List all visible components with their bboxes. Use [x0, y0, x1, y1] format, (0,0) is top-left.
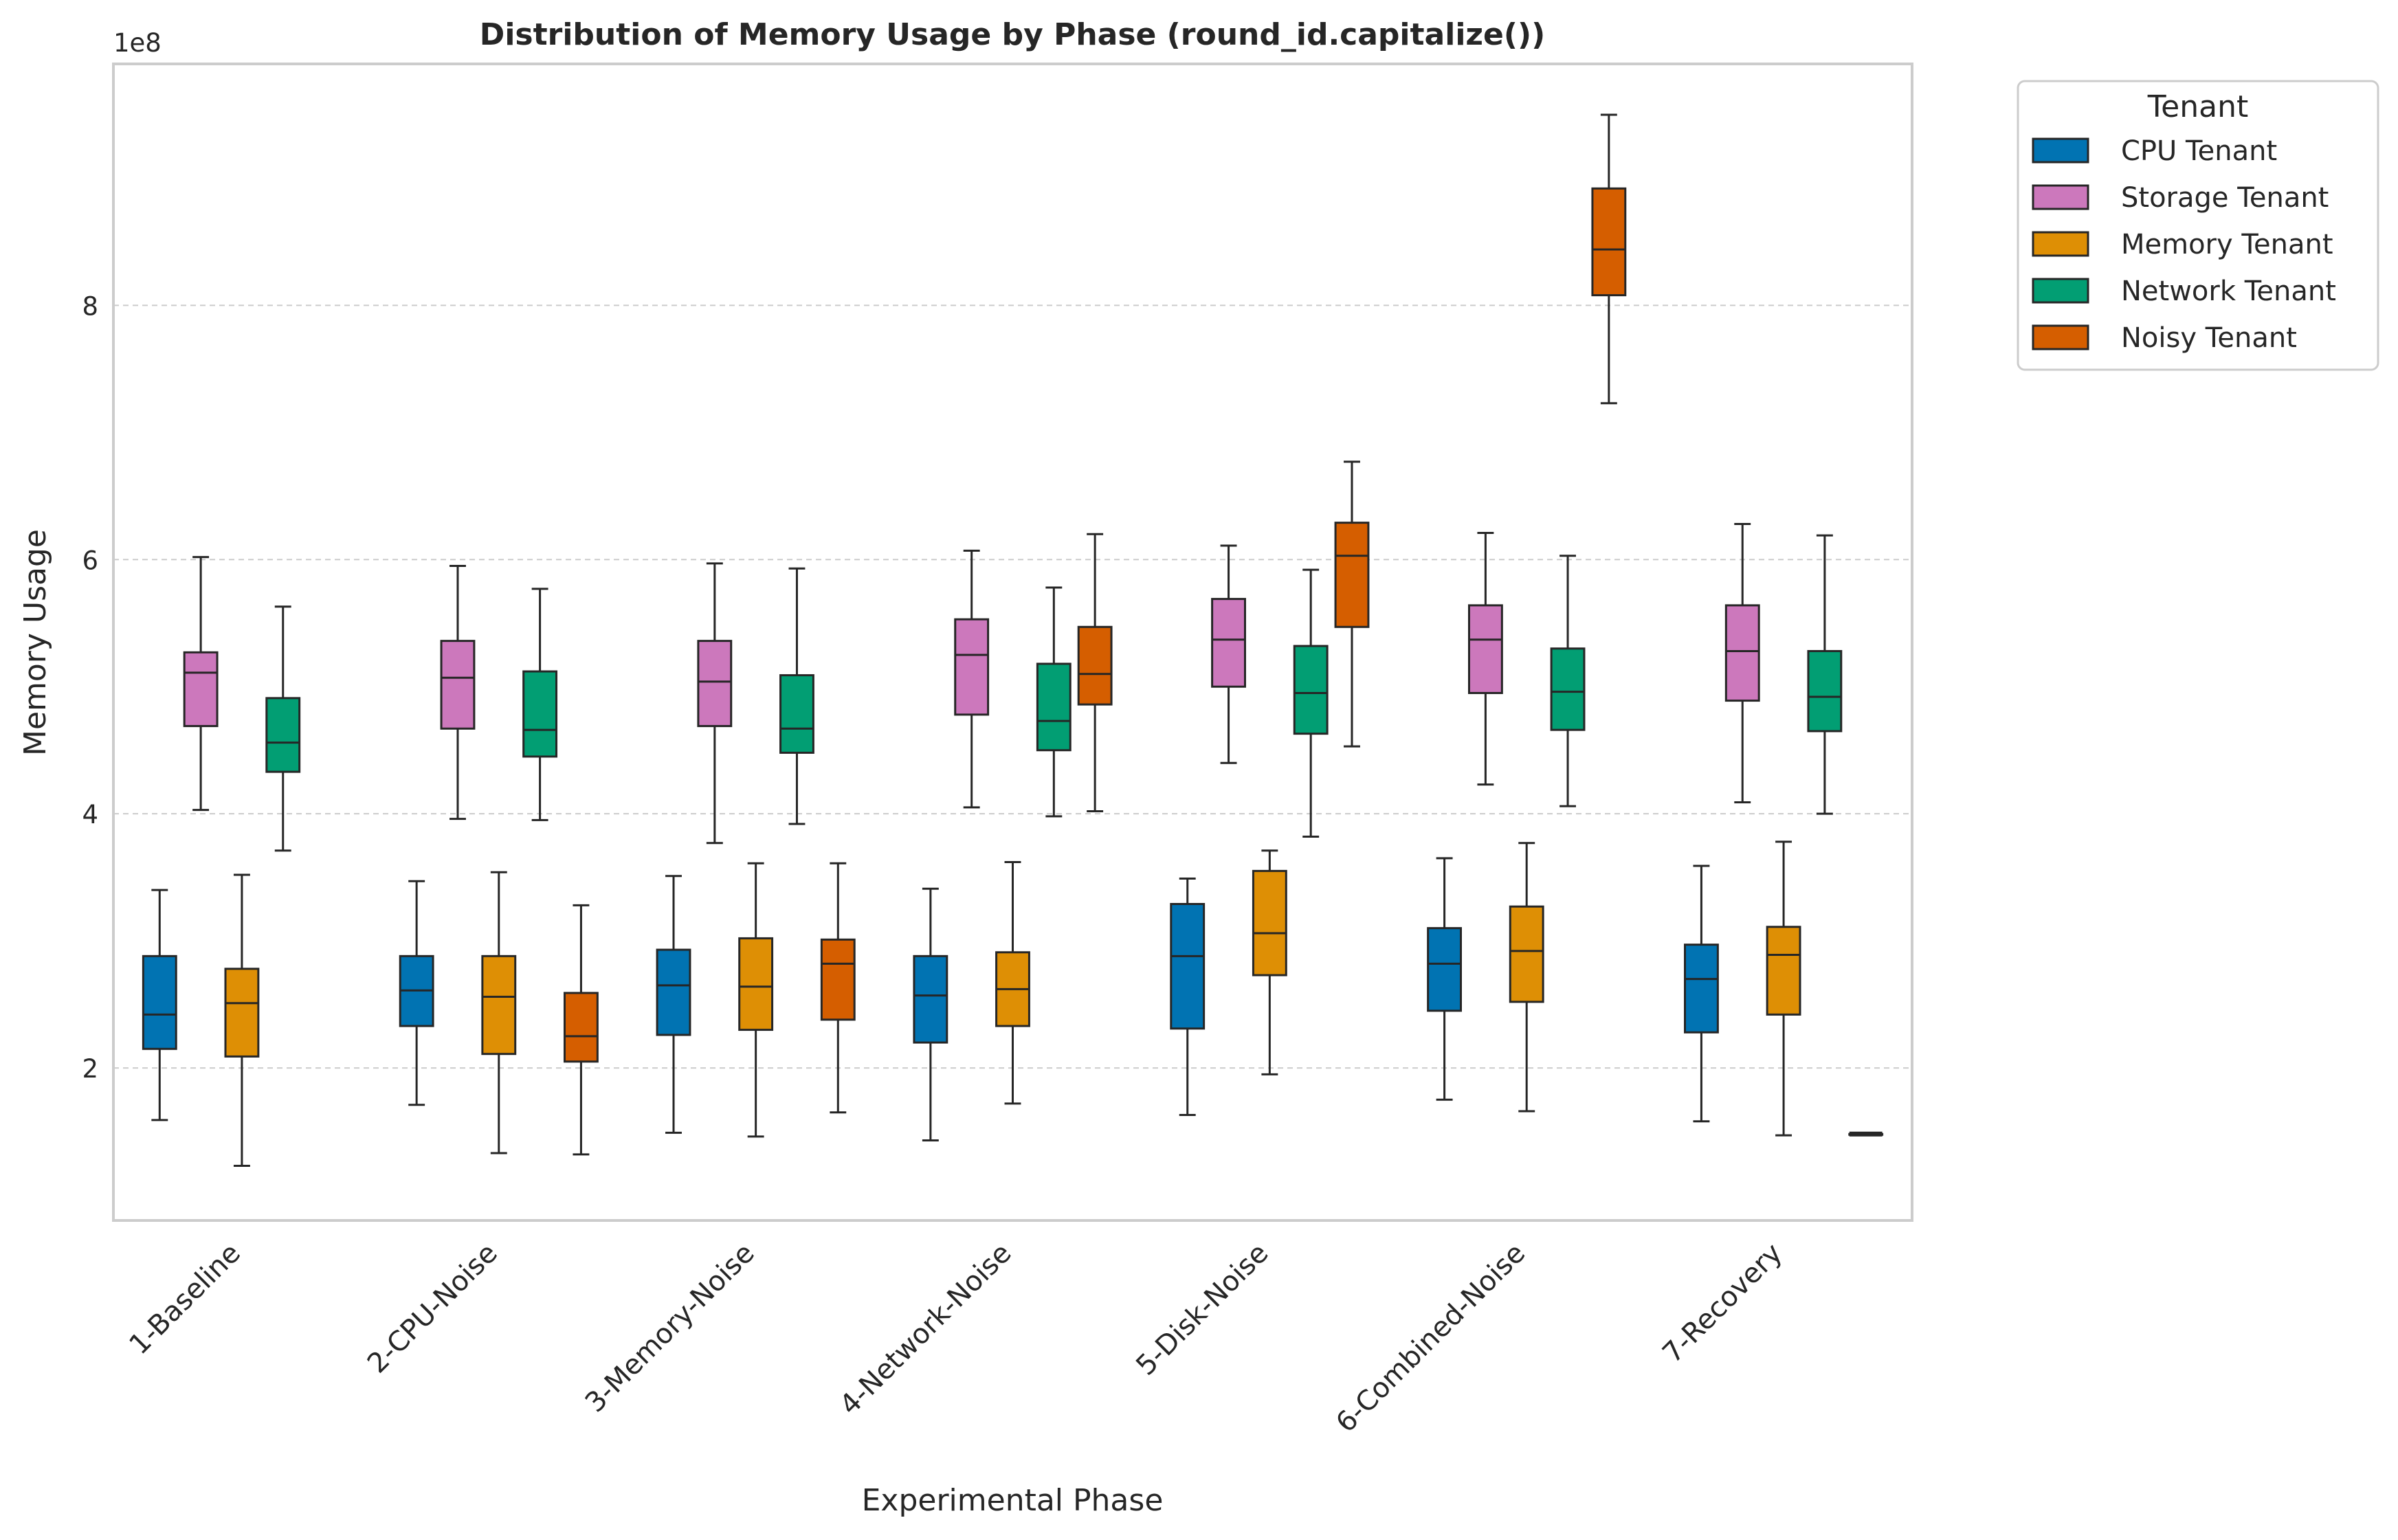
iqr-box — [1252, 869, 1287, 977]
iqr-box — [1170, 902, 1206, 1030]
legend-label: Storage Tenant — [2121, 182, 2329, 214]
box-network-tenant — [1293, 568, 1329, 838]
chart-title: Distribution of Memory Usage by Phase (r… — [480, 17, 1545, 52]
iqr-box — [1550, 647, 1586, 731]
box-cpu-tenant — [399, 880, 434, 1106]
box-plots — [142, 113, 1884, 1167]
box-network-tenant — [522, 588, 558, 821]
box-cpu-tenant — [1170, 877, 1206, 1116]
legend-title: Tenant — [2147, 89, 2248, 124]
iqr-box — [481, 955, 517, 1056]
iqr-box — [1334, 522, 1370, 628]
legend-label: CPU Tenant — [2121, 135, 2277, 167]
iqr-box — [1077, 625, 1113, 706]
x-tick-label: 6-Combined-Noise — [1330, 1238, 1531, 1439]
box-noisy-tenant — [1848, 1131, 1884, 1137]
y-tick-label: 4 — [82, 800, 98, 829]
legend-label: Memory Tenant — [2121, 229, 2333, 260]
x-tick-label: 4-Network-Noise — [834, 1238, 1017, 1421]
box-storage-tenant — [954, 549, 990, 809]
y-axis-label: Memory Usage — [18, 529, 53, 756]
box-storage-tenant — [1724, 523, 1760, 804]
iqr-box — [1684, 944, 1719, 1034]
x-tick-labels: 1-Baseline 2-CPU-Noise 3-Memory-Noise 4-Net… — [123, 1238, 1788, 1439]
iqr-box — [913, 955, 948, 1044]
legend-items: CPU Tenant Storage Tenant Memory Tenant Net… — [2032, 135, 2336, 354]
legend-label: Noisy Tenant — [2121, 322, 2297, 354]
box-noisy-tenant — [563, 904, 599, 1156]
x-tick-label: 2-CPU-Noise — [362, 1238, 504, 1380]
iqr-box — [1211, 598, 1246, 688]
y-tick-label: 8 — [82, 291, 98, 321]
iqr-box — [738, 937, 774, 1031]
iqr-box — [563, 992, 599, 1063]
box-network-tenant — [779, 567, 814, 825]
iqr-box — [954, 618, 990, 716]
iqr-box — [440, 640, 476, 730]
box-network-tenant — [1807, 534, 1843, 815]
y-tick-label: 6 — [82, 546, 98, 575]
box-noisy-tenant — [1077, 533, 1113, 812]
box-cpu-tenant — [142, 889, 177, 1121]
legend-frame — [2017, 80, 2379, 371]
iqr-box — [183, 651, 219, 728]
x-tick-label: 7-Recovery — [1656, 1238, 1788, 1370]
iqr-box — [656, 948, 691, 1036]
legend-swatch — [2032, 184, 2089, 210]
iqr-box — [1427, 927, 1463, 1012]
box-noisy-tenant — [820, 862, 856, 1114]
legend-swatch — [2032, 324, 2089, 350]
box-cpu-tenant — [913, 887, 948, 1141]
box-memory-tenant — [1252, 849, 1287, 1075]
iqr-box — [522, 670, 558, 758]
box-storage-tenant — [697, 562, 733, 845]
iqr-box — [1766, 926, 1801, 1016]
box-memory-tenant — [481, 871, 517, 1154]
box-cpu-tenant — [1427, 857, 1463, 1101]
box-storage-tenant — [183, 556, 219, 812]
iqr-box — [820, 938, 856, 1021]
box-network-tenant — [1036, 586, 1072, 818]
iqr-box — [1036, 662, 1072, 752]
iqr-box — [1591, 187, 1627, 297]
box-storage-tenant — [440, 565, 476, 821]
iqr-box — [1807, 649, 1843, 733]
iqr-box — [1293, 645, 1329, 735]
legend: Tenant CPU Tenant Storage Tenant Memory Te… — [2017, 80, 2379, 371]
x-tick-label: 1-Baseline — [123, 1238, 247, 1361]
legend-label: Network Tenant — [2121, 276, 2336, 307]
y-tick-label: 2 — [82, 1054, 98, 1084]
box-cpu-tenant — [1684, 864, 1719, 1123]
iqr-box — [779, 674, 814, 754]
box-noisy-tenant — [1334, 460, 1370, 748]
box-storage-tenant — [1211, 544, 1246, 764]
box-memory-tenant — [224, 873, 260, 1167]
box-cpu-tenant — [656, 875, 691, 1134]
y-axis-multiplier: 1e8 — [113, 28, 162, 58]
iqr-box — [224, 968, 260, 1058]
box-noisy-tenant — [1591, 113, 1627, 405]
legend-swatch — [2032, 137, 2089, 164]
box-network-tenant — [1550, 555, 1586, 807]
x-tick-label: 3-Memory-Noise — [579, 1238, 761, 1419]
legend-swatch — [2032, 231, 2089, 257]
box-memory-tenant — [1766, 840, 1801, 1137]
box-memory-tenant — [738, 862, 774, 1138]
box-memory-tenant — [995, 860, 1030, 1105]
box-memory-tenant — [1509, 842, 1544, 1113]
y-tick-labels: 2 4 6 8 — [82, 291, 98, 1084]
iqr-box — [1724, 604, 1760, 702]
x-tick-label: 5-Disk-Noise — [1130, 1238, 1274, 1382]
box-storage-tenant — [1467, 531, 1503, 786]
iqr-box — [697, 640, 733, 728]
iqr-box — [142, 955, 177, 1050]
legend-swatch — [2032, 278, 2089, 304]
x-axis-label: Experimental Phase — [862, 1483, 1164, 1518]
plot-frame — [112, 63, 1913, 1222]
iqr-box — [265, 697, 301, 773]
iqr-box — [1467, 604, 1503, 694]
iqr-box — [1509, 905, 1544, 1003]
box-network-tenant — [265, 605, 301, 852]
